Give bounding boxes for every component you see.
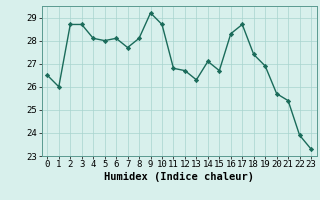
X-axis label: Humidex (Indice chaleur): Humidex (Indice chaleur) [104, 172, 254, 182]
